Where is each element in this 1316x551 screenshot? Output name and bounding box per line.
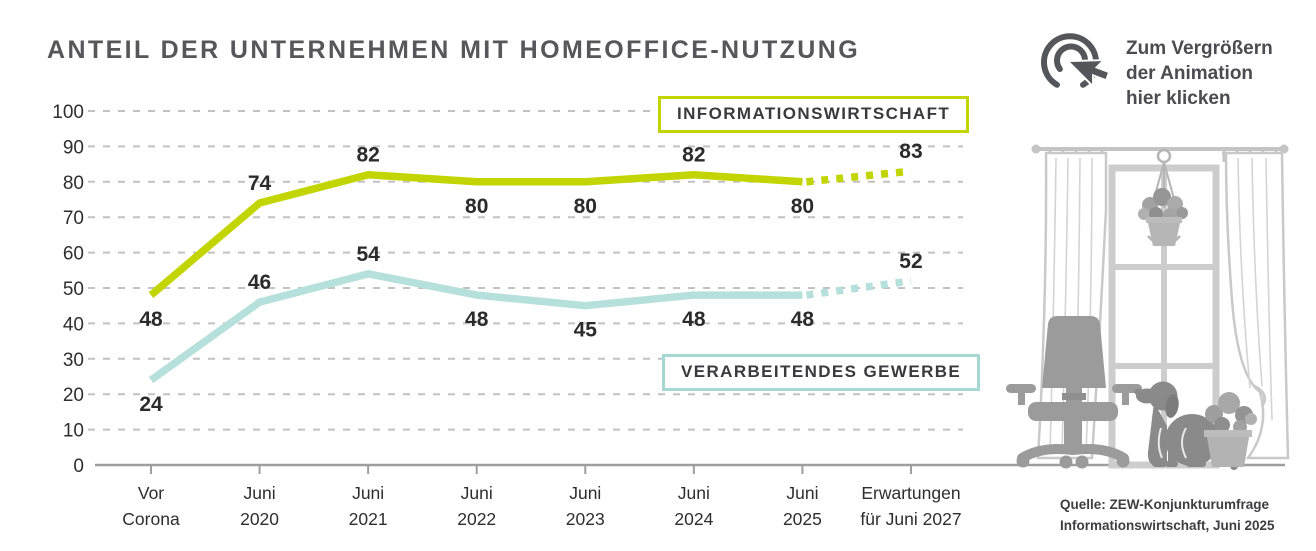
data-point-label: 52	[899, 250, 922, 273]
x-axis-tick-label: 2020	[240, 509, 279, 529]
data-point-label: 82	[356, 144, 379, 167]
data-point-label: 48	[682, 308, 706, 331]
office-chair-icon	[1006, 316, 1142, 469]
x-axis-tick-label: Erwartungen	[861, 483, 960, 503]
source-note: Quelle: ZEW-Konjunkturumfrage Informatio…	[1060, 495, 1275, 537]
x-axis-tick-label: Juni	[678, 483, 710, 503]
data-point-label: 80	[465, 195, 488, 218]
data-point-label: 80	[574, 195, 597, 218]
series-forecast-segment	[805, 277, 912, 299]
x-axis-tick-label: Juni	[244, 483, 276, 503]
data-point-label: 46	[248, 271, 271, 294]
y-axis-tick-label: 20	[63, 385, 84, 406]
y-axis-tick-label: 50	[63, 279, 84, 300]
data-point-label: 74	[248, 172, 272, 195]
series-line	[148, 270, 803, 384]
legend-verarbeitendes-gewerbe: VERARBEITENDES GEWERBE	[662, 354, 981, 391]
y-axis-tick-label: 90	[63, 137, 84, 158]
x-axis-tick-label: 2025	[783, 509, 822, 529]
x-axis-tick-label: Juni	[786, 483, 818, 503]
x-axis-tick-label: Vor	[138, 483, 164, 503]
y-axis-tick-label: 40	[63, 314, 84, 335]
data-point-label: 54	[356, 243, 380, 266]
legend-informationswirtschaft: INFORMATIONSWIRTSCHAFT	[658, 96, 970, 133]
x-axis-tick-label: 2023	[566, 509, 605, 529]
y-axis-tick-label: 30	[63, 350, 84, 371]
y-axis-tick-label: 60	[63, 244, 84, 265]
y-axis-tick-label: 10	[63, 421, 84, 442]
potted-plant-icon	[1204, 392, 1257, 467]
data-point-label: 48	[465, 308, 489, 331]
x-axis-tick-label: Corona	[122, 509, 180, 529]
x-axis-tick-label: Juni	[352, 483, 384, 503]
x-axis-tick-label: 2024	[674, 509, 713, 529]
chart-title: ANTEIL DER UNTERNEHMEN MIT HOMEOFFICE-NU…	[47, 36, 861, 64]
x-axis-tick-label: 2021	[349, 509, 388, 529]
hanging-plant-icon	[1138, 148, 1188, 247]
click-cursor-icon	[1041, 33, 1111, 89]
enlarge-animation-button[interactable]: Zum Vergrößern der Animation hier klicke…	[1036, 28, 1304, 120]
y-axis-tick-label: 80	[63, 173, 84, 194]
hint-line-2: der Animation	[1126, 63, 1254, 85]
x-axis-tick-label: Juni	[569, 483, 601, 503]
data-point-label: 83	[899, 140, 922, 163]
series-forecast-segment	[806, 167, 912, 186]
enlarge-hint-text: Zum Vergrößern der Animation hier klicke…	[1126, 36, 1273, 111]
data-point-label: 82	[682, 144, 705, 167]
x-axis-tick-label: für Juni 2027	[860, 509, 961, 529]
data-point-label: 45	[574, 319, 598, 342]
data-point-label: 48	[791, 308, 815, 331]
hint-line-3: hier klicken	[1126, 88, 1231, 110]
hint-line-1: Zum Vergrößern	[1126, 38, 1273, 59]
source-line-2: Informationswirtschaft, Juni 2025	[1060, 517, 1275, 533]
series-line	[148, 170, 803, 298]
data-point-label: 80	[791, 195, 814, 218]
y-axis-tick-label: 100	[52, 102, 84, 123]
data-point-label: 24	[139, 393, 163, 416]
y-axis-tick-label: 0	[73, 456, 84, 477]
y-axis-tick-label: 70	[63, 208, 84, 229]
source-line-1: Quelle: ZEW-Konjunkturumfrage	[1060, 497, 1269, 512]
x-axis-tick-label: 2022	[457, 509, 496, 529]
x-axis-tick-label: Juni	[461, 483, 493, 503]
data-point-label: 48	[139, 308, 163, 331]
